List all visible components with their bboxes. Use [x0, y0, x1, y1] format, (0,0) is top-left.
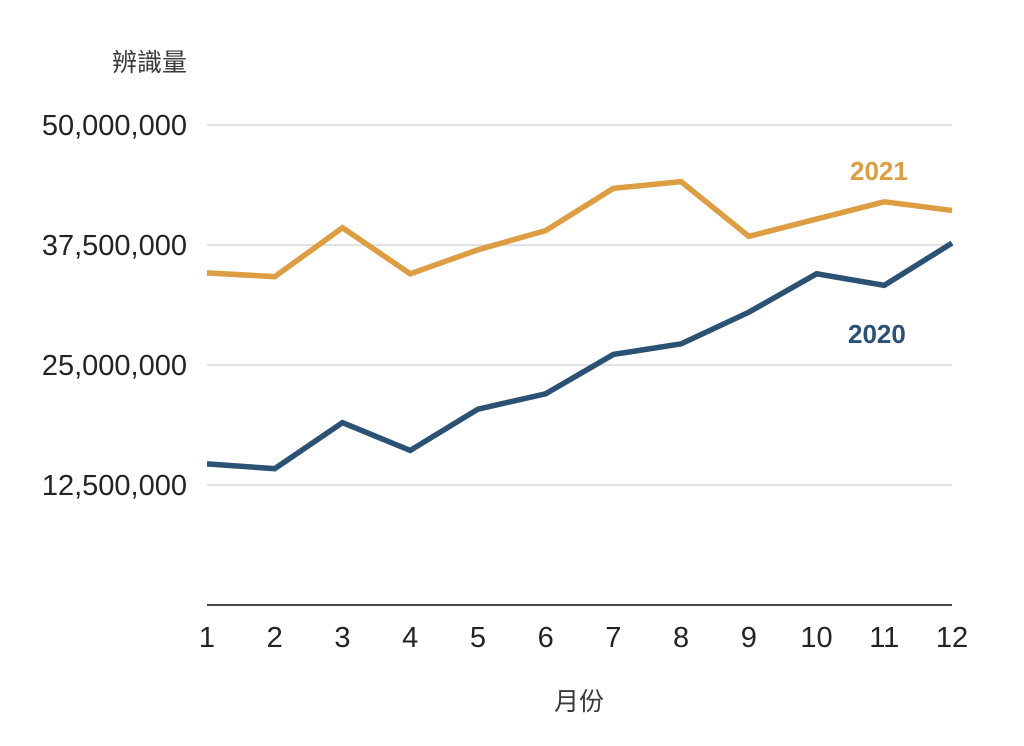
x-tick-label: 9 — [741, 622, 757, 654]
x-tick-label: 6 — [538, 622, 554, 654]
x-tick-labels: 1 2 3 4 5 6 7 8 9 10 11 12 — [199, 622, 968, 654]
x-tick-label: 2 — [267, 622, 283, 654]
x-tick-label: 3 — [334, 622, 350, 654]
series-label-2021: 2021 — [850, 156, 908, 186]
y-axis-title: 辨識量 — [112, 49, 187, 77]
x-tick-label: 10 — [800, 622, 832, 654]
series-line-2020 — [206, 240, 954, 472]
y-tick-labels: 12,500,000 25,000,000 37,500,000 50,000,000 — [42, 110, 187, 502]
x-tick-label: 1 — [199, 622, 215, 654]
x-tick-label: 8 — [673, 622, 689, 654]
y-tick-label: 50,000,000 — [42, 110, 187, 142]
gridlines — [207, 124, 952, 486]
x-tick-label: 5 — [470, 622, 486, 654]
x-tick-label: 11 — [869, 622, 899, 654]
series-lines — [206, 178, 954, 472]
x-tick-label: 7 — [605, 622, 621, 654]
series-label-2020: 2020 — [848, 319, 906, 349]
x-axis-title: 月份 — [554, 688, 604, 716]
x-tick-label: 12 — [936, 622, 968, 654]
series-labels: 2021 2020 — [848, 156, 908, 349]
y-tick-label: 37,500,000 — [42, 230, 187, 262]
series-line-2021 — [206, 178, 953, 280]
y-tick-label: 25,000,000 — [42, 350, 187, 382]
y-tick-label: 12,500,000 — [42, 470, 187, 502]
x-tick-label: 4 — [402, 622, 418, 654]
